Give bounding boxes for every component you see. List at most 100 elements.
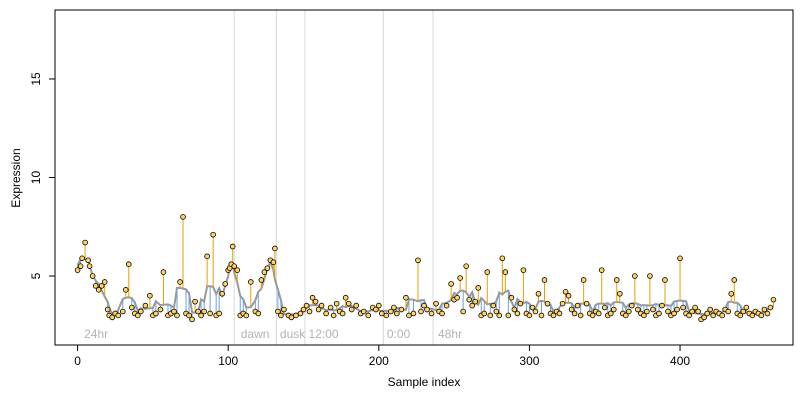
data-point [360, 308, 367, 315]
data-point [707, 306, 713, 313]
data-point [177, 279, 183, 285]
data-point [514, 310, 521, 317]
data-point [303, 302, 310, 309]
plot-frame [54, 9, 794, 346]
data-point [439, 310, 445, 317]
data-point [192, 298, 198, 305]
data-point [174, 312, 180, 319]
data-point [315, 306, 322, 313]
data-point [142, 302, 149, 309]
data-point [379, 310, 385, 317]
data-point [428, 310, 435, 317]
data-point [115, 312, 122, 319]
data-point [98, 283, 105, 289]
data-point [526, 312, 533, 319]
data-point [493, 308, 500, 315]
data-point [318, 302, 325, 309]
data-point [365, 312, 372, 319]
data-point [626, 308, 632, 315]
data-point [598, 267, 605, 273]
data-point [583, 300, 590, 307]
data-point [153, 310, 159, 317]
data-point [728, 290, 735, 297]
data-point [186, 312, 192, 319]
data-point [743, 304, 750, 311]
data-point [520, 267, 527, 273]
data-point [725, 308, 732, 315]
data-point [616, 290, 623, 297]
data-point [472, 298, 479, 305]
data-point [496, 312, 503, 319]
data-point [270, 259, 277, 266]
data-point [258, 277, 265, 283]
data-point [333, 300, 340, 307]
data-point [339, 310, 346, 317]
data-point [74, 267, 81, 273]
data-point [234, 267, 241, 273]
data-point [180, 214, 186, 220]
data-point [656, 310, 662, 317]
data-point [210, 231, 216, 238]
x-tick-label: 0 [74, 354, 81, 368]
data-point [281, 306, 287, 313]
data-point [122, 287, 129, 293]
data-point [650, 306, 656, 313]
data-point [544, 300, 551, 307]
data-point [89, 273, 96, 279]
data-point [671, 310, 677, 317]
data-point [138, 308, 144, 315]
data-point [394, 310, 400, 317]
data-point [327, 304, 334, 311]
data-point [345, 300, 352, 307]
data-point [433, 300, 439, 307]
data-point [129, 304, 135, 311]
x-tick-label: 200 [369, 354, 389, 368]
phase-label: 0:00 [387, 327, 411, 341]
data-point [135, 312, 141, 319]
data-point [677, 255, 683, 262]
data-point [189, 316, 195, 323]
data-point [160, 269, 167, 275]
data-point [565, 292, 572, 299]
data-point [229, 243, 236, 250]
data-point [77, 263, 84, 269]
data-point [595, 310, 602, 317]
y-tick-label: 15 [29, 72, 43, 86]
phase-label: 48hr [438, 327, 462, 341]
data-point [353, 302, 360, 309]
data-point [719, 312, 726, 319]
data-point [505, 312, 512, 319]
data-point [559, 300, 566, 307]
data-point [424, 306, 430, 313]
y-axis: 5 10 15 [29, 72, 56, 279]
data-point [475, 285, 482, 291]
data-points [74, 214, 777, 323]
data-point [388, 308, 394, 315]
data-point [574, 302, 581, 309]
phase-label: dusk [280, 327, 306, 341]
data-point [278, 312, 284, 319]
data-point [406, 312, 412, 319]
data-point [532, 308, 539, 315]
data-point [662, 277, 668, 283]
data-point [85, 257, 91, 264]
data-point [410, 310, 417, 317]
data-point [82, 239, 88, 246]
data-point [680, 304, 686, 311]
data-point [222, 281, 228, 287]
data-point [342, 294, 349, 301]
data-point [348, 306, 355, 313]
data-point [466, 296, 472, 303]
y-tick-label: 5 [29, 272, 43, 279]
data-point [610, 306, 617, 313]
data-point [373, 306, 379, 313]
data-point [695, 308, 701, 315]
data-point [463, 263, 469, 269]
data-point [487, 312, 494, 319]
data-point [243, 312, 250, 319]
data-point [201, 308, 207, 315]
data-point [686, 312, 692, 319]
data-point [109, 314, 116, 321]
x-axis: 0 100 200 300 400 [74, 344, 690, 368]
